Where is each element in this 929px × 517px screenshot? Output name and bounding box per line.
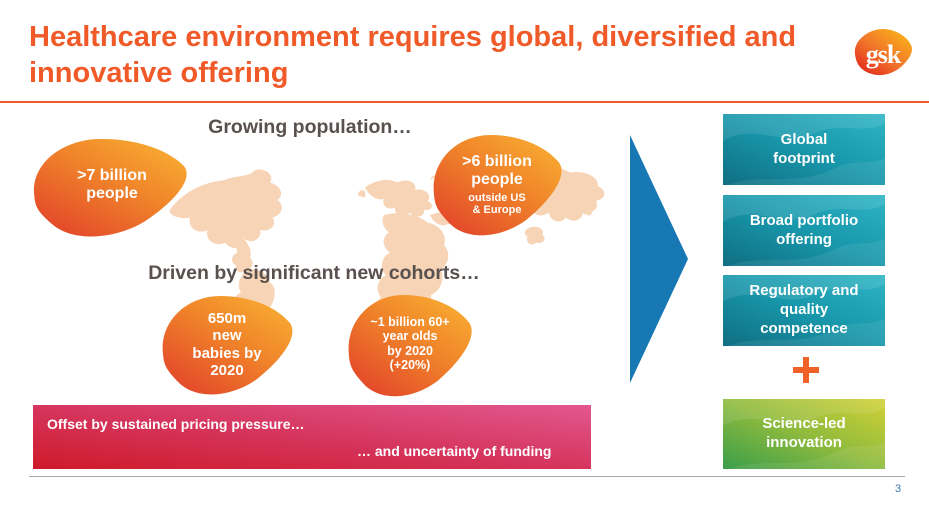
- svg-text:gsk: gsk: [866, 40, 902, 69]
